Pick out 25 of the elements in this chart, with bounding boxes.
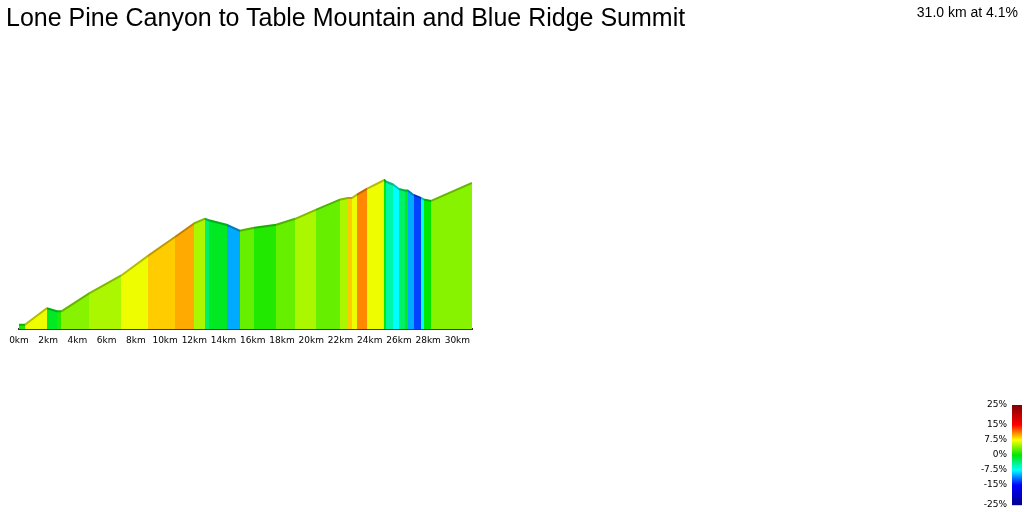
color-bar-label: -15% bbox=[983, 479, 1008, 490]
x-tick-label: 12km bbox=[181, 334, 208, 345]
x-tick-label: 14km bbox=[210, 334, 237, 345]
x-tick-label: 4km bbox=[67, 334, 88, 345]
color-bar-label: 0% bbox=[992, 449, 1008, 460]
x-tick-label: 0km bbox=[9, 334, 29, 345]
color-bar-label: 7.5% bbox=[984, 434, 1008, 445]
x-tick-label: 16km bbox=[240, 334, 266, 345]
color-bar-label: -7.5% bbox=[980, 464, 1008, 475]
x-tick-label: 22km bbox=[327, 334, 354, 345]
x-tick-label: 6km bbox=[96, 334, 117, 345]
color-bar-label: 15% bbox=[986, 419, 1008, 430]
x-tick-label: 18km bbox=[269, 334, 295, 345]
x-tick-label: 24km bbox=[356, 334, 383, 345]
x-tick-label: 26km bbox=[386, 334, 412, 345]
x-tick-label: 8km bbox=[126, 334, 146, 345]
color-bar-label: -25% bbox=[983, 499, 1008, 510]
color-bar-label: 25% bbox=[986, 399, 1008, 410]
x-tick-label: 28km bbox=[415, 334, 441, 345]
chart-title: Lone Pine Canyon to Table Mountain and Blue Ridge Summit bbox=[6, 2, 686, 31]
x-tick-label: 10km bbox=[152, 334, 178, 345]
x-tick-label: 2km bbox=[38, 334, 59, 345]
x-tick-label: 20km bbox=[298, 334, 324, 345]
text: 31.0 km at 4.1% bbox=[916, 3, 1018, 20]
x-tick-label: 30km bbox=[444, 334, 471, 345]
